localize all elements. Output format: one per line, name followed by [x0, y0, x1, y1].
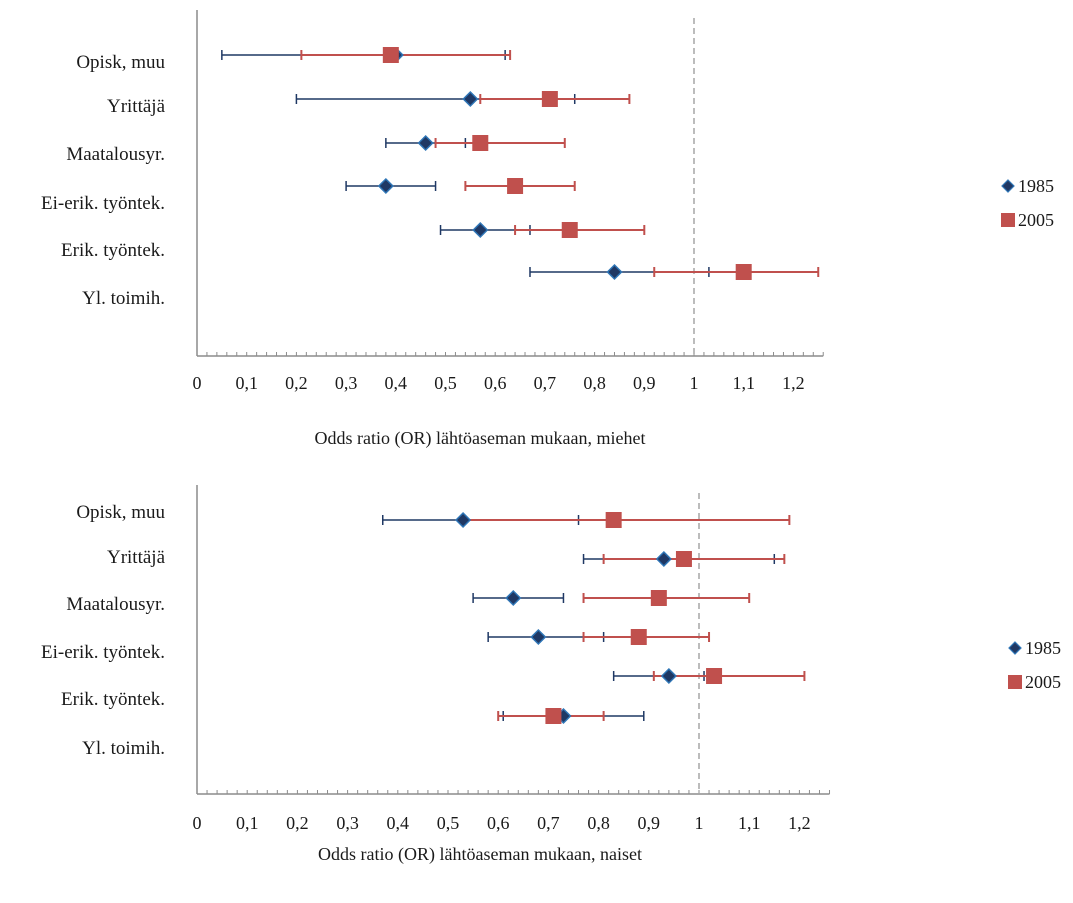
category-label: Opisk, muu — [76, 52, 165, 73]
point-2005 — [650, 590, 667, 606]
category-label: Yl. toimih. — [82, 288, 165, 309]
x-tick-label: 1,1 — [738, 813, 761, 833]
point-2005 — [382, 47, 399, 63]
x-tick-label: 1,1 — [732, 373, 755, 393]
point-2005 — [541, 91, 558, 107]
x-tick-label: 0,4 — [387, 813, 410, 833]
category-label: Maatalousyr. — [66, 594, 165, 615]
category-label: Erik. työntek. — [61, 240, 165, 261]
x-tick-label: 0,7 — [537, 813, 560, 833]
point-2005 — [561, 222, 578, 238]
point-1985 — [472, 221, 489, 239]
x-tick-label: 0,1 — [235, 373, 258, 393]
category-label: Yrittäjä — [107, 547, 166, 568]
legend-diamond-icon — [1001, 179, 1015, 193]
x-tick-label: 1 — [695, 813, 704, 833]
point-1985 — [655, 550, 672, 568]
legend-label: 1985 — [1018, 176, 1054, 196]
x-tick-label: 0,9 — [638, 813, 661, 833]
point-1985 — [462, 90, 479, 108]
x-tick-label: 0,4 — [385, 373, 408, 393]
category-label: Maatalousyr. — [66, 144, 165, 165]
x-tick-label: 0,3 — [336, 813, 359, 833]
point-1985 — [606, 263, 623, 281]
legend-square-icon — [1008, 675, 1022, 689]
x-axis-title: Odds ratio (OR) lähtöaseman mukaan, mieh… — [315, 428, 646, 449]
x-tick-label: 0,9 — [633, 373, 656, 393]
category-label: Erik. työntek. — [61, 689, 165, 710]
point-2005 — [706, 668, 723, 684]
x-tick-label: 0 — [193, 813, 202, 833]
x-tick-label: 0,8 — [583, 373, 606, 393]
point-1985 — [505, 589, 522, 607]
x-tick-label: 1,2 — [782, 373, 805, 393]
x-tick-label: 0,7 — [534, 373, 557, 393]
x-axis-title: Odds ratio (OR) lähtöaseman mukaan, nais… — [318, 844, 642, 865]
x-tick-label: 0,2 — [285, 373, 308, 393]
point-2005 — [605, 512, 622, 528]
chart-women: Odds ratio (OR) lähtöaseman mukaan, nais… — [41, 485, 1061, 865]
legend-diamond-icon — [1008, 641, 1022, 655]
x-tick-label: 1,2 — [788, 813, 811, 833]
category-label: Yrittäjä — [107, 96, 166, 117]
category-label: Opisk, muu — [76, 502, 165, 523]
point-1985 — [417, 134, 434, 152]
x-tick-label: 0 — [193, 373, 202, 393]
x-tick-label: 0,8 — [587, 813, 610, 833]
x-tick-label: 0,3 — [335, 373, 358, 393]
point-2005 — [472, 135, 489, 151]
point-2005 — [675, 551, 692, 567]
legend-label: 2005 — [1025, 672, 1061, 692]
x-tick-label: 0,6 — [484, 373, 507, 393]
x-tick-label: 0,6 — [487, 813, 510, 833]
point-2005 — [545, 708, 562, 724]
x-tick-label: 0,1 — [236, 813, 259, 833]
point-2005 — [735, 264, 752, 280]
legend-label: 2005 — [1018, 210, 1054, 230]
point-1985 — [454, 511, 472, 529]
point-1985 — [377, 177, 394, 195]
point-1985 — [530, 628, 547, 646]
category-label: Ei-erik. työntek. — [41, 193, 165, 214]
x-tick-label: 0,5 — [437, 813, 460, 833]
category-label: Ei-erik. työntek. — [41, 642, 165, 663]
point-2005 — [630, 629, 647, 645]
chart-men: Odds ratio (OR) lähtöaseman mukaan, mieh… — [41, 10, 1054, 449]
point-2005 — [507, 178, 524, 194]
point-1985 — [660, 667, 677, 685]
x-tick-label: 0,5 — [434, 373, 457, 393]
x-tick-label: 1 — [690, 373, 699, 393]
legend-square-icon — [1001, 213, 1015, 227]
category-label: Yl. toimih. — [82, 738, 165, 759]
legend-label: 1985 — [1025, 638, 1061, 658]
x-tick-label: 0,2 — [286, 813, 309, 833]
